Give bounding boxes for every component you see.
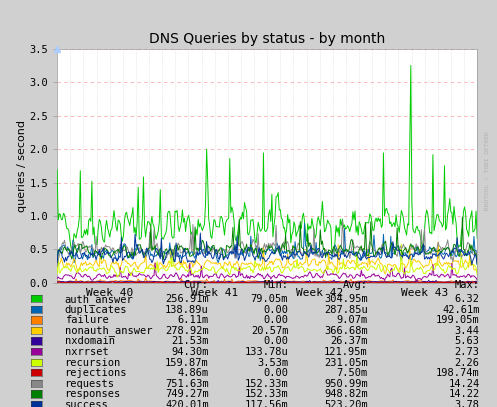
Text: 523.20m: 523.20m (324, 400, 368, 407)
Text: 121.95m: 121.95m (324, 347, 368, 357)
Text: 2.26: 2.26 (455, 358, 480, 368)
Text: 6.11m: 6.11m (177, 315, 209, 325)
Y-axis label: queries / second: queries / second (16, 120, 27, 212)
Text: nxdomain: nxdomain (65, 337, 115, 346)
Title: DNS Queries by status - by month: DNS Queries by status - by month (149, 32, 385, 46)
Text: 42.61m: 42.61m (442, 305, 480, 315)
Text: 0.00: 0.00 (263, 305, 288, 315)
Text: 0.00: 0.00 (263, 315, 288, 325)
Text: duplicates: duplicates (65, 305, 127, 315)
Text: 420.01m: 420.01m (165, 400, 209, 407)
Text: 26.37m: 26.37m (331, 337, 368, 346)
Text: nxrrset: nxrrset (65, 347, 108, 357)
Text: 0.00: 0.00 (263, 368, 288, 378)
Text: 138.89u: 138.89u (165, 305, 209, 315)
Text: 366.68m: 366.68m (324, 326, 368, 336)
Text: RRDTOOL / TOBI OETKER: RRDTOOL / TOBI OETKER (485, 131, 490, 210)
Text: 20.57m: 20.57m (251, 326, 288, 336)
Text: Cur:: Cur: (184, 280, 209, 290)
Text: 199.05m: 199.05m (436, 315, 480, 325)
Text: Avg:: Avg: (343, 280, 368, 290)
Text: Max:: Max: (455, 280, 480, 290)
Text: 3.44: 3.44 (455, 326, 480, 336)
Text: 94.30m: 94.30m (171, 347, 209, 357)
Text: Min:: Min: (263, 280, 288, 290)
Text: success: success (65, 400, 108, 407)
Text: 152.33m: 152.33m (245, 389, 288, 399)
Text: 3.53m: 3.53m (257, 358, 288, 368)
Text: 304.95m: 304.95m (324, 294, 368, 304)
Text: 950.99m: 950.99m (324, 379, 368, 389)
Text: failure: failure (65, 315, 108, 325)
Text: 14.24: 14.24 (448, 379, 480, 389)
Text: 133.78u: 133.78u (245, 347, 288, 357)
Text: recursion: recursion (65, 358, 121, 368)
Text: 21.53m: 21.53m (171, 337, 209, 346)
Text: 256.91m: 256.91m (165, 294, 209, 304)
Text: 0.00: 0.00 (263, 337, 288, 346)
Text: 9.07m: 9.07m (336, 315, 368, 325)
Text: 3.78: 3.78 (455, 400, 480, 407)
Text: 6.32: 6.32 (455, 294, 480, 304)
Text: 278.92m: 278.92m (165, 326, 209, 336)
Text: nonauth_answer: nonauth_answer (65, 326, 152, 336)
Text: 948.82m: 948.82m (324, 389, 368, 399)
Text: 7.50m: 7.50m (336, 368, 368, 378)
Text: requests: requests (65, 379, 115, 389)
Text: 79.05m: 79.05m (251, 294, 288, 304)
Text: rejections: rejections (65, 368, 127, 378)
Text: responses: responses (65, 389, 121, 399)
Text: auth_answer: auth_answer (65, 294, 133, 304)
Text: 5.63: 5.63 (455, 337, 480, 346)
Text: 751.63m: 751.63m (165, 379, 209, 389)
Text: 2.73: 2.73 (455, 347, 480, 357)
Text: 14.22: 14.22 (448, 389, 480, 399)
Text: 231.05m: 231.05m (324, 358, 368, 368)
Text: 287.85u: 287.85u (324, 305, 368, 315)
Text: 4.86m: 4.86m (177, 368, 209, 378)
Text: 159.87m: 159.87m (165, 358, 209, 368)
Text: 117.56m: 117.56m (245, 400, 288, 407)
Text: 152.33m: 152.33m (245, 379, 288, 389)
Text: 749.27m: 749.27m (165, 389, 209, 399)
Text: 198.74m: 198.74m (436, 368, 480, 378)
